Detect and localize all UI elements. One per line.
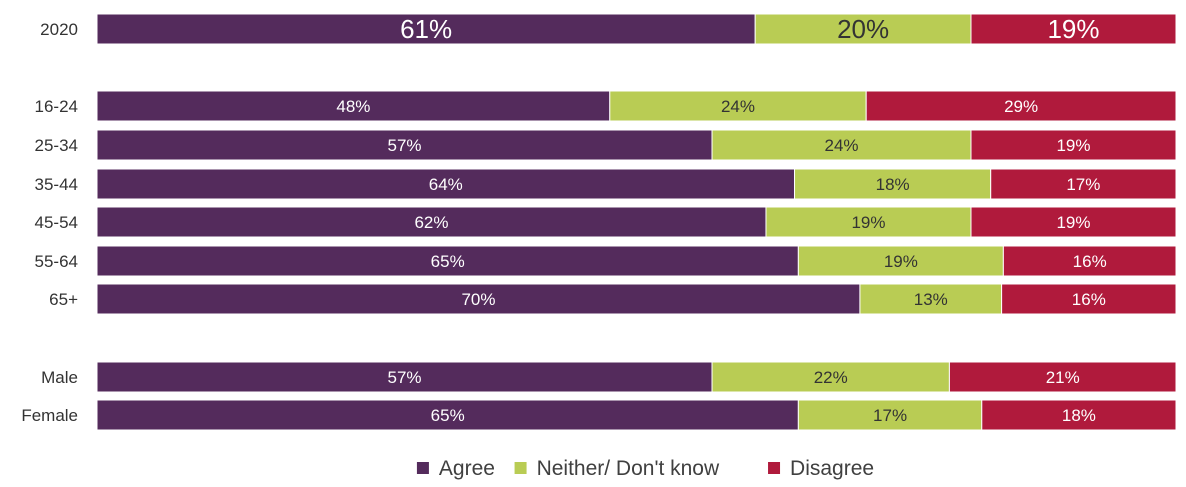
bar-neither-don-t-know-25-34: [711, 129, 972, 161]
bar-neither-don-t-know-2020: [754, 13, 972, 45]
bar-neither-don-t-know-45-54: [765, 206, 972, 238]
category-label-25-34: 25-34: [35, 136, 78, 155]
category-label-female: Female: [21, 406, 78, 425]
bar-agree-2020: [96, 13, 756, 45]
data-label-disagree-female: 18%: [1062, 406, 1096, 425]
bar-disagree-female: [981, 399, 1177, 431]
bar-disagree-2020: [970, 13, 1177, 45]
legend-item-agree: Agree: [416, 457, 495, 480]
data-label-agree-16-24: 48%: [336, 97, 370, 116]
legend-swatch-neither-don-t-know: [514, 462, 527, 474]
bar-disagree-45-54: [970, 206, 1177, 238]
data-label-neither-don-t-know-16-24: 24%: [721, 97, 755, 116]
data-label-neither-don-t-know-35-44: 18%: [876, 175, 910, 194]
data-label-agree-45-54: 62%: [414, 213, 448, 232]
bar-neither-don-t-know-male: [711, 361, 950, 393]
data-label-agree-25-34: 57%: [387, 136, 421, 155]
bars-area: 61% 20% 19% 48% 24% 29% 57% 24% 19% 64% 18% 17% 62% 1…: [96, 13, 1177, 431]
data-label-neither-don-t-know-25-34: 24%: [824, 136, 858, 155]
category-label-35-44: 35-44: [35, 175, 78, 194]
category-label-16-24: 16-24: [35, 97, 78, 116]
bar-neither-don-t-know-65: [859, 283, 1003, 315]
data-label-disagree-2020: 19%: [1047, 14, 1099, 44]
category-axis-labels: 2020 16-24 25-34 35-44 45-54 55-64 65+ Male Fema…: [21, 20, 78, 425]
data-label-neither-don-t-know-65: 13%: [914, 290, 948, 309]
data-label-disagree-45-54: 19%: [1056, 213, 1090, 232]
data-label-disagree-25-34: 19%: [1056, 136, 1090, 155]
bar-agree-35-44: [96, 168, 796, 200]
bar-disagree-25-34: [970, 129, 1177, 161]
data-label-disagree-35-44: 17%: [1066, 175, 1100, 194]
data-label-agree-35-44: 64%: [429, 175, 463, 194]
bar-neither-don-t-know-55-64: [797, 245, 1004, 277]
data-label-disagree-65: 16%: [1072, 290, 1106, 309]
legend-swatch-agree: [416, 462, 429, 474]
legend-label-neither-don-t-know: Neither/ Don't know: [537, 457, 720, 480]
data-label-agree-55-64: 65%: [431, 252, 465, 271]
data-label-disagree-male: 21%: [1046, 368, 1080, 387]
data-label-agree-male: 57%: [387, 368, 421, 387]
data-label-neither-don-t-know-55-64: 19%: [884, 252, 918, 271]
data-label-neither-don-t-know-female: 17%: [873, 406, 907, 425]
data-label-neither-don-t-know-male: 22%: [814, 368, 848, 387]
data-label-agree-2020: 61%: [400, 14, 452, 44]
legend-item-neither-don-t-know: Neither/ Don't know: [514, 457, 720, 480]
data-label-agree-65: 70%: [461, 290, 495, 309]
data-label-neither-don-t-know-45-54: 19%: [851, 213, 885, 232]
bar-disagree-35-44: [990, 168, 1177, 200]
legend-item-disagree: Disagree: [768, 457, 874, 480]
category-label-male: Male: [41, 368, 78, 387]
bar-agree-male: [96, 361, 713, 393]
bar-disagree-16-24: [865, 90, 1177, 122]
bar-disagree-65: [1001, 283, 1177, 315]
data-label-neither-don-t-know-2020: 20%: [837, 14, 889, 44]
legend-label-agree: Agree: [439, 457, 495, 480]
legend-swatch-disagree: [768, 462, 781, 474]
data-label-disagree-16-24: 29%: [1004, 97, 1038, 116]
category-label-55-64: 55-64: [35, 252, 78, 271]
bar-agree-45-54: [96, 206, 767, 238]
category-label-2020: 2020: [40, 20, 78, 39]
bar-disagree-55-64: [1002, 245, 1177, 277]
data-label-disagree-55-64: 16%: [1073, 252, 1107, 271]
legend-label-disagree: Disagree: [790, 457, 874, 480]
data-label-agree-female: 65%: [431, 406, 465, 425]
category-label-45-54: 45-54: [35, 213, 78, 232]
bar-agree-55-64: [96, 245, 799, 277]
bar-agree-25-34: [96, 129, 713, 161]
bar-neither-don-t-know-16-24: [609, 90, 867, 122]
legend: Agree Neither/ Don't know Disagree: [416, 457, 874, 480]
category-label-65: 65+: [49, 290, 78, 309]
bar-agree-65: [96, 283, 861, 315]
bar-agree-female: [96, 399, 799, 431]
bar-disagree-male: [948, 361, 1177, 393]
